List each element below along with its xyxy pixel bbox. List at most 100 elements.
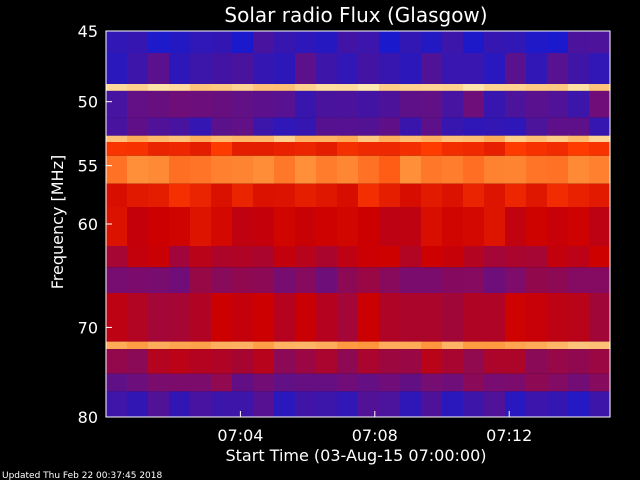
heat-cell — [463, 142, 485, 156]
heat-cell — [295, 53, 317, 84]
heat-cell — [337, 183, 359, 207]
heat-cell — [148, 373, 170, 392]
heat-cell — [337, 267, 359, 293]
heat-cell — [505, 53, 527, 84]
heat-cell — [190, 90, 212, 118]
heat-cell — [211, 183, 233, 207]
heat-cell — [400, 391, 422, 417]
heat-cell — [547, 373, 569, 392]
heat-cell — [148, 53, 170, 84]
heat-cell — [274, 207, 296, 246]
heat-cell — [274, 391, 296, 417]
heat-cell — [106, 349, 128, 374]
heat-cell — [106, 31, 128, 53]
heat-cell — [463, 349, 485, 374]
heat-cell — [358, 391, 380, 417]
heat-cell — [169, 391, 191, 417]
heat-cell — [190, 135, 212, 142]
heat-cell — [547, 31, 569, 53]
heat-cell — [337, 142, 359, 156]
heat-cell — [526, 293, 548, 342]
heat-cell — [568, 207, 590, 246]
heat-cell — [148, 293, 170, 342]
heat-cell — [274, 373, 296, 392]
heat-cell — [400, 53, 422, 84]
heat-cell — [337, 293, 359, 342]
heat-cell — [505, 142, 527, 156]
heat-cell — [211, 135, 233, 142]
heat-cell — [148, 155, 170, 184]
heat-cell — [232, 84, 254, 91]
heat-cell — [400, 117, 422, 136]
heat-cell — [379, 391, 401, 417]
heat-cell — [106, 53, 128, 84]
heat-cell — [169, 183, 191, 207]
heat-cell — [568, 293, 590, 342]
chart-title: Solar radio Flux (Glasgow) — [224, 3, 487, 27]
y-tick-label: 60 — [78, 215, 98, 234]
heat-cell — [379, 183, 401, 207]
plot-border — [105, 30, 611, 418]
heat-cell — [526, 117, 548, 136]
heat-cell — [379, 155, 401, 184]
heat-cell — [316, 135, 338, 142]
heat-cell — [190, 293, 212, 342]
heat-cell — [463, 183, 485, 207]
heat-cell — [316, 391, 338, 417]
heat-cell — [274, 142, 296, 156]
heat-cell — [547, 90, 569, 118]
heat-cell — [169, 246, 191, 268]
heat-cell — [169, 155, 191, 184]
band-12 — [106, 293, 611, 342]
heat-cell — [190, 391, 212, 417]
heat-cell — [316, 142, 338, 156]
heat-cell — [568, 142, 590, 156]
heat-cell — [169, 53, 191, 84]
heat-cell — [589, 349, 611, 374]
heat-cell — [358, 142, 380, 156]
heat-cell — [274, 31, 296, 53]
heat-cell — [106, 267, 128, 293]
heat-cell — [463, 373, 485, 392]
heat-cell — [547, 142, 569, 156]
heat-cell — [505, 341, 527, 350]
heat-cell — [547, 135, 569, 142]
heat-cell — [127, 267, 149, 293]
heat-cell — [379, 267, 401, 293]
heat-cell — [106, 135, 128, 142]
heat-cell — [400, 246, 422, 268]
heat-cell — [211, 155, 233, 184]
heat-cell — [400, 183, 422, 207]
band-4 — [106, 117, 611, 136]
heat-cell — [211, 31, 233, 53]
band-3 — [106, 90, 611, 118]
heat-cell — [358, 117, 380, 136]
heat-cell — [379, 246, 401, 268]
heat-cell — [463, 293, 485, 342]
y-tick-label: 50 — [78, 93, 98, 112]
heat-cell — [211, 373, 233, 392]
heat-cell — [421, 341, 443, 350]
heat-cell — [484, 373, 506, 392]
heat-cell — [547, 53, 569, 84]
heat-cell — [379, 349, 401, 374]
heat-cell — [337, 246, 359, 268]
heat-cell — [442, 84, 464, 91]
heat-cell — [253, 90, 275, 118]
heat-cell — [169, 207, 191, 246]
heat-cell — [316, 341, 338, 350]
heat-cell — [148, 31, 170, 53]
heat-cell — [253, 53, 275, 84]
band-11 — [106, 267, 611, 293]
heat-cell — [148, 135, 170, 142]
heat-cell — [148, 246, 170, 268]
heat-cell — [232, 90, 254, 118]
heat-cell — [589, 155, 611, 184]
heat-cell — [421, 183, 443, 207]
heat-cell — [442, 53, 464, 84]
heat-cell — [484, 155, 506, 184]
heat-cell — [232, 142, 254, 156]
heat-cell — [358, 293, 380, 342]
heat-cell — [253, 293, 275, 342]
heat-cell — [400, 135, 422, 142]
